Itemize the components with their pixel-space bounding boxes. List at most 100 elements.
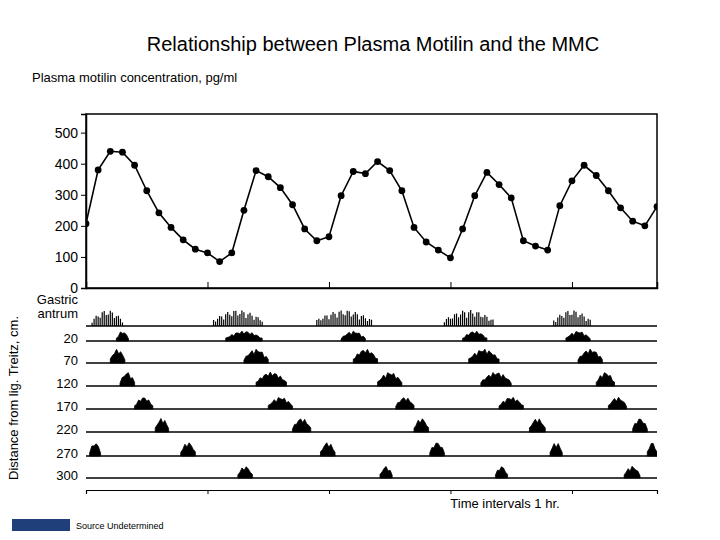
data-point (447, 254, 454, 261)
data-point (228, 249, 235, 256)
trace-baseline (86, 431, 657, 433)
data-point (216, 258, 223, 265)
trace-label: Gastricantrum (37, 292, 79, 321)
burst (624, 466, 640, 478)
tick-mark (207, 282, 208, 288)
axis-title: Plasma motilin concentration, pg/ml (32, 70, 237, 85)
burst (495, 467, 507, 478)
data-point (95, 167, 102, 174)
trace-baseline (86, 385, 657, 387)
tick (329, 490, 330, 494)
burst (268, 398, 292, 409)
data-point (192, 246, 199, 253)
burst (135, 398, 153, 409)
y-axis: 0100200300400500 (55, 115, 87, 296)
burst (214, 311, 263, 326)
burst (469, 349, 499, 363)
tick: 500 (55, 125, 86, 141)
data-point (593, 172, 600, 179)
data-point (605, 187, 612, 194)
tick-mark (81, 226, 86, 227)
tick-mark (572, 490, 573, 494)
burst (578, 349, 602, 363)
burst (499, 397, 523, 409)
trace-label: 170 (56, 399, 78, 414)
data-point (484, 169, 491, 176)
chart: Relationship between Plasma Motilin and … (0, 0, 720, 540)
trace-label: 270 (56, 446, 78, 461)
data-point (301, 226, 308, 233)
data-point (131, 162, 138, 169)
burst (481, 373, 511, 386)
data-point (86, 220, 89, 227)
tick-mark (329, 282, 330, 288)
burst (120, 373, 135, 386)
data-point (241, 207, 248, 214)
data-point (313, 237, 320, 244)
logo (12, 519, 70, 531)
data-point (471, 192, 478, 199)
data-point (544, 247, 551, 254)
tick-mark (81, 257, 86, 258)
data-point (362, 170, 369, 177)
data-point (411, 224, 418, 231)
tick-mark (207, 490, 208, 494)
tick-mark (450, 490, 451, 494)
data-point (168, 224, 175, 231)
tick-mark (81, 164, 86, 165)
data-point (398, 187, 405, 194)
burst (244, 349, 268, 363)
tick-mark (81, 195, 86, 196)
tick-label: 400 (55, 156, 79, 172)
data-point (143, 187, 150, 194)
tick-mark (450, 282, 451, 288)
data-point (289, 201, 296, 208)
tick-mark (86, 282, 87, 288)
burst (116, 332, 128, 341)
burst (181, 443, 196, 456)
tick (86, 282, 87, 288)
burst (554, 310, 590, 326)
axis-title: Time intervals 1 hr. (450, 496, 559, 511)
burst (256, 372, 286, 386)
tick-mark (329, 490, 330, 494)
burst (550, 444, 562, 456)
trace-label: 220 (56, 422, 78, 437)
data-point (253, 167, 260, 174)
x-axis (87, 490, 658, 494)
burst (380, 466, 392, 478)
tick (450, 282, 451, 288)
data-point (374, 158, 381, 165)
data-point (617, 204, 624, 211)
burst (155, 418, 168, 432)
burst (444, 310, 493, 326)
trace-baseline (86, 408, 657, 410)
traces-area (86, 310, 657, 478)
data-point (629, 218, 636, 225)
burst (353, 349, 377, 363)
data-point (654, 203, 657, 210)
tick: 400 (55, 156, 86, 172)
plot-area (86, 148, 657, 265)
data-point (119, 149, 126, 156)
trace-baseline (86, 477, 657, 479)
tick (329, 282, 330, 288)
burst (414, 419, 429, 432)
burst (608, 397, 626, 409)
burst (566, 331, 590, 341)
tick-mark (86, 490, 87, 494)
tick (572, 490, 573, 494)
burst (226, 331, 262, 341)
data-point (496, 181, 503, 188)
data-point (520, 237, 527, 244)
burst (92, 311, 122, 326)
burst (341, 331, 365, 341)
tick (572, 282, 573, 288)
data-point (641, 222, 648, 229)
tick-label: 200 (55, 218, 79, 234)
trace-baseline (86, 455, 657, 457)
tick-label: 100 (55, 249, 79, 265)
trace-label: 300 (56, 468, 78, 483)
data-point (265, 173, 272, 180)
data-point (107, 148, 114, 155)
